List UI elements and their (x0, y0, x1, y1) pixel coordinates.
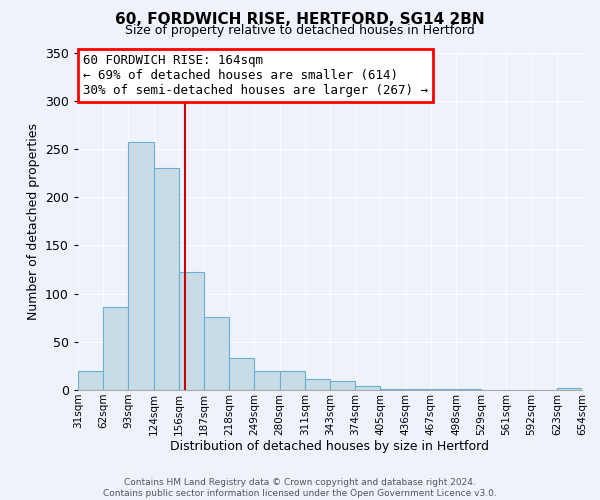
Text: 60, FORDWICH RISE, HERTFORD, SG14 2BN: 60, FORDWICH RISE, HERTFORD, SG14 2BN (115, 12, 485, 28)
Bar (78, 370, 103, 390)
Bar (431, 389, 456, 390)
Bar (229, 358, 254, 390)
Bar (204, 316, 229, 390)
Bar (254, 370, 280, 390)
Y-axis label: Number of detached properties: Number of detached properties (26, 122, 40, 320)
Bar (406, 389, 431, 390)
Bar (557, 388, 582, 390)
Text: Contains HM Land Registry data © Crown copyright and database right 2024.
Contai: Contains HM Land Registry data © Crown c… (103, 478, 497, 498)
X-axis label: Distribution of detached houses by size in Hertford: Distribution of detached houses by size … (170, 440, 490, 454)
Text: 60 FORDWICH RISE: 164sqm
← 69% of detached houses are smaller (614)
30% of semi-: 60 FORDWICH RISE: 164sqm ← 69% of detach… (83, 54, 428, 97)
Bar (380, 389, 406, 390)
Text: Size of property relative to detached houses in Hertford: Size of property relative to detached ho… (125, 24, 475, 37)
Bar (179, 272, 204, 390)
Bar (280, 370, 305, 390)
Bar (103, 307, 128, 390)
Bar (456, 389, 481, 390)
Bar (128, 142, 154, 390)
Bar (305, 380, 330, 390)
Bar (154, 168, 179, 390)
Bar (330, 382, 355, 390)
Bar (355, 386, 380, 390)
